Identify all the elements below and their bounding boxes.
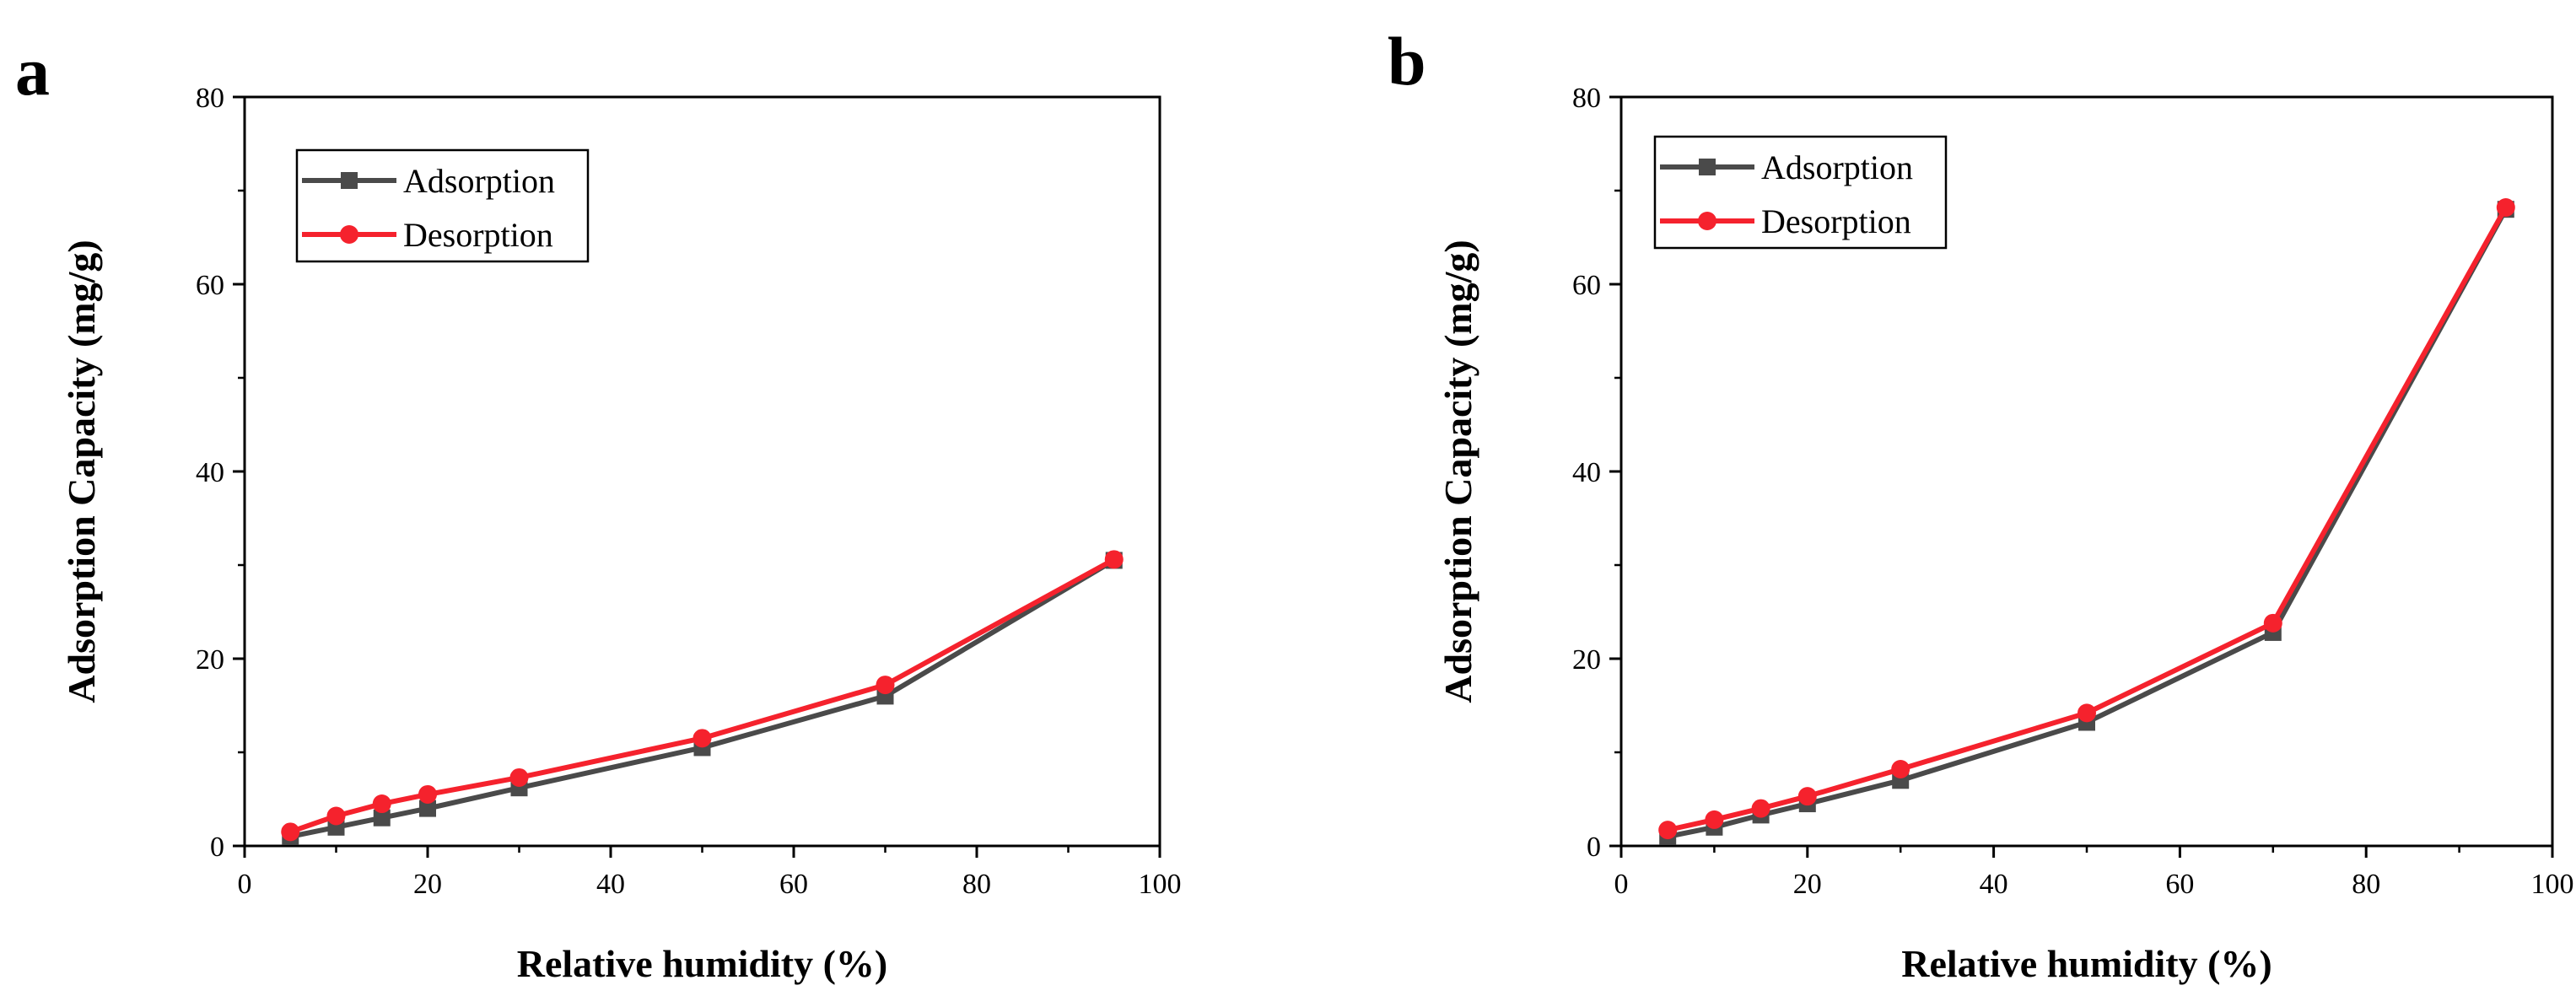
panel-a-x-axis-title: Relative humidity (%)	[517, 942, 888, 985]
panel-b-desorption-point	[2263, 613, 2282, 633]
panel-a-y-axis-title: Adsorption Capacity (mg/g)	[60, 240, 103, 703]
panel-a-desorption-point	[509, 767, 529, 787]
panel-b-legend-adsorption-label: Adsorption	[1761, 148, 1913, 186]
panel-b-y-tick-label: 40	[1572, 457, 1601, 488]
panel-b-x-tick-label: 100	[2531, 869, 2574, 900]
panel-b-y-tick-label: 80	[1572, 83, 1601, 114]
panel-b-x-tick-label: 60	[2165, 869, 2194, 900]
panel-a-desorption-point	[418, 784, 437, 804]
panel-a-x-tick-label: 20	[413, 869, 442, 900]
panel-b-desorption-point	[1751, 799, 1770, 818]
panel-a-x-tick-label: 40	[596, 869, 625, 900]
panel-a-legend-adsorption-label: Adsorption	[403, 162, 555, 200]
panel-a-desorption-point	[1104, 550, 1124, 569]
panel-a-legend-adsorption-marker	[341, 172, 358, 189]
panel-b-legend-desorption-marker	[1698, 212, 1716, 230]
panel-b-desorption-point	[1658, 821, 1678, 840]
panel-a-y-tick-label: 0	[210, 832, 224, 863]
panel-a-desorption-point	[876, 676, 895, 695]
panel-a-legend-desorption-label: Desorption	[403, 216, 553, 254]
panel-b-desorption-point	[2496, 197, 2515, 217]
panel-b-x-tick-label: 20	[1793, 869, 1822, 900]
panel-a-y-tick-label: 40	[196, 457, 224, 488]
panel-a-letter: a	[15, 33, 50, 110]
panel-b-y-tick-label: 60	[1572, 270, 1601, 301]
panel-a-desorption-point	[693, 729, 712, 748]
panel-a-y-tick-label: 20	[196, 644, 224, 676]
chart-panel-a: a 0 20 40 60 80 100 0 20 40 60 80 Relative humidity …	[15, 33, 1182, 985]
panel-a-x-tick-label: 0	[238, 869, 252, 900]
panel-b-y-tick-label: 0	[1587, 832, 1601, 863]
panel-b-desorption-point	[1891, 759, 1910, 778]
panel-a-y-tick-label: 60	[196, 270, 224, 301]
panel-a-desorption-point	[372, 794, 391, 814]
panel-a-adsorption-point	[373, 809, 391, 827]
panel-a-x-tick-label: 80	[962, 869, 991, 900]
panel-b-letter: b	[1388, 23, 1426, 100]
panel-b-desorption-point	[2078, 703, 2096, 723]
panel-b-x-tick-label: 80	[2352, 869, 2380, 900]
panel-a-desorption-point	[326, 806, 346, 826]
chart-panel-b: b 0 20 40 60 80 100 0 20 40 60 80 Relative humidity …	[1388, 23, 2574, 985]
panel-b-desorption-point	[1705, 810, 1724, 829]
panel-a-y-tick-label: 80	[196, 83, 224, 114]
panel-b-desorption-point	[1797, 787, 1817, 806]
panel-b-x-tick-label: 0	[1614, 869, 1629, 900]
panel-a-x-tick-label: 100	[1139, 869, 1182, 900]
panel-b-x-tick-label: 40	[1980, 869, 2008, 900]
panel-a-desorption-point	[281, 822, 300, 842]
panel-b-legend-adsorption-marker	[1699, 159, 1716, 175]
panel-a-x-tick-label: 60	[779, 869, 808, 900]
panel-a-adsorption-point	[419, 800, 436, 817]
panel-b-legend-desorption-label: Desorption	[1761, 202, 1911, 240]
panel-b-y-axis-title: Adsorption Capacity (mg/g)	[1436, 240, 1479, 703]
panel-b-x-axis-title: Relative humidity (%)	[1901, 942, 2272, 985]
panel-a-legend-desorption-marker	[340, 225, 358, 244]
panel-b-y-tick-label: 20	[1572, 644, 1601, 676]
